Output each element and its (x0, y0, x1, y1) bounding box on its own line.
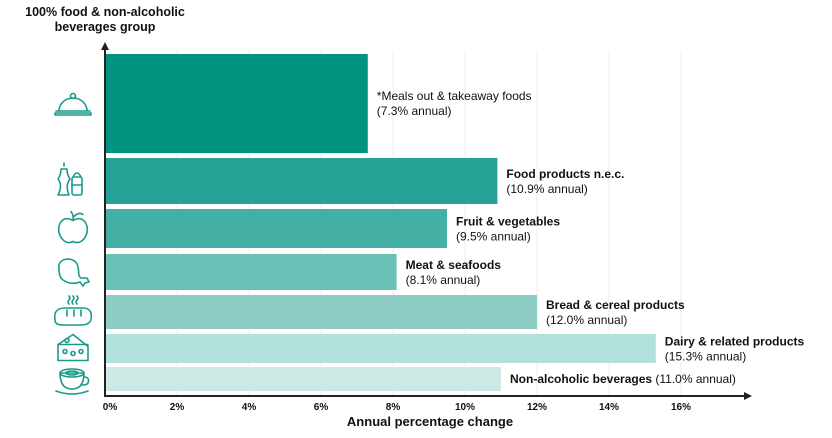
bar-value-label: (9.5% annual) (456, 230, 531, 244)
bar-category-label: Bread & cereal products (546, 298, 685, 312)
bar (105, 367, 501, 391)
x-tick-label: 6% (314, 402, 329, 413)
apple-icon (57, 210, 89, 244)
bar-value-label: (10.9% annual) (506, 182, 587, 196)
bar-group: Fruit & vegetables(9.5% annual) (57, 209, 560, 248)
bar-value-label: (7.3% annual) (377, 104, 452, 118)
bar-category-label: Fruit & vegetables (456, 215, 560, 229)
cloche-icon (54, 92, 92, 116)
bar-group: Food products n.e.c.(10.9% annual) (57, 158, 624, 204)
drumstick-icon (58, 258, 90, 287)
bar (105, 209, 447, 248)
bread-icon (53, 295, 93, 326)
x-tick-label: 16% (671, 402, 691, 413)
x-axis-arrow (744, 392, 752, 400)
bar-group: Non-alcoholic beverages (11.0% annual) (55, 367, 736, 395)
x-tick-label: 8% (386, 402, 401, 413)
x-tick-label: 12% (527, 402, 547, 413)
bar (105, 158, 498, 204)
y-axis-title: 100% food & non-alcoholic beverages grou… (25, 5, 185, 34)
cheese-icon (57, 333, 89, 362)
bar-category-label: Food products n.e.c. (506, 167, 624, 181)
salt-pepper-icon (57, 162, 83, 196)
bar-group: *Meals out & takeaway foods(7.3% annual) (54, 54, 532, 153)
bar-category-label: Non-alcoholic beverages (11.0% annual) (510, 372, 736, 386)
x-tick-label: 10% (455, 402, 475, 413)
bar-value-label: (15.3% annual) (665, 350, 746, 364)
bar-group: Dairy & related products(15.3% annual) (57, 333, 805, 364)
bar-category-label: Dairy & related products (665, 335, 805, 349)
x-tick-label: 2% (170, 402, 185, 413)
y-axis-arrow (101, 42, 109, 50)
x-tick-label: 14% (599, 402, 619, 413)
bar (105, 334, 656, 363)
bar-category-label: Meat & seafoods (406, 258, 502, 272)
bar-group: Bread & cereal products(12.0% annual) (53, 295, 685, 329)
bar-value-label: (8.1% annual) (406, 273, 481, 287)
bar-group: Meat & seafoods(8.1% annual) (58, 254, 502, 290)
cup-icon (55, 368, 90, 395)
bar (105, 254, 397, 290)
bar-value-label: (12.0% annual) (546, 313, 627, 327)
bar (105, 54, 368, 153)
x-tick-label: 4% (242, 402, 257, 413)
x-axis-label: Annual percentage change (346, 414, 514, 429)
x-tick-label: 0% (103, 402, 118, 413)
bar (105, 295, 537, 329)
bar-category-label: *Meals out & takeaway foods (377, 89, 532, 103)
